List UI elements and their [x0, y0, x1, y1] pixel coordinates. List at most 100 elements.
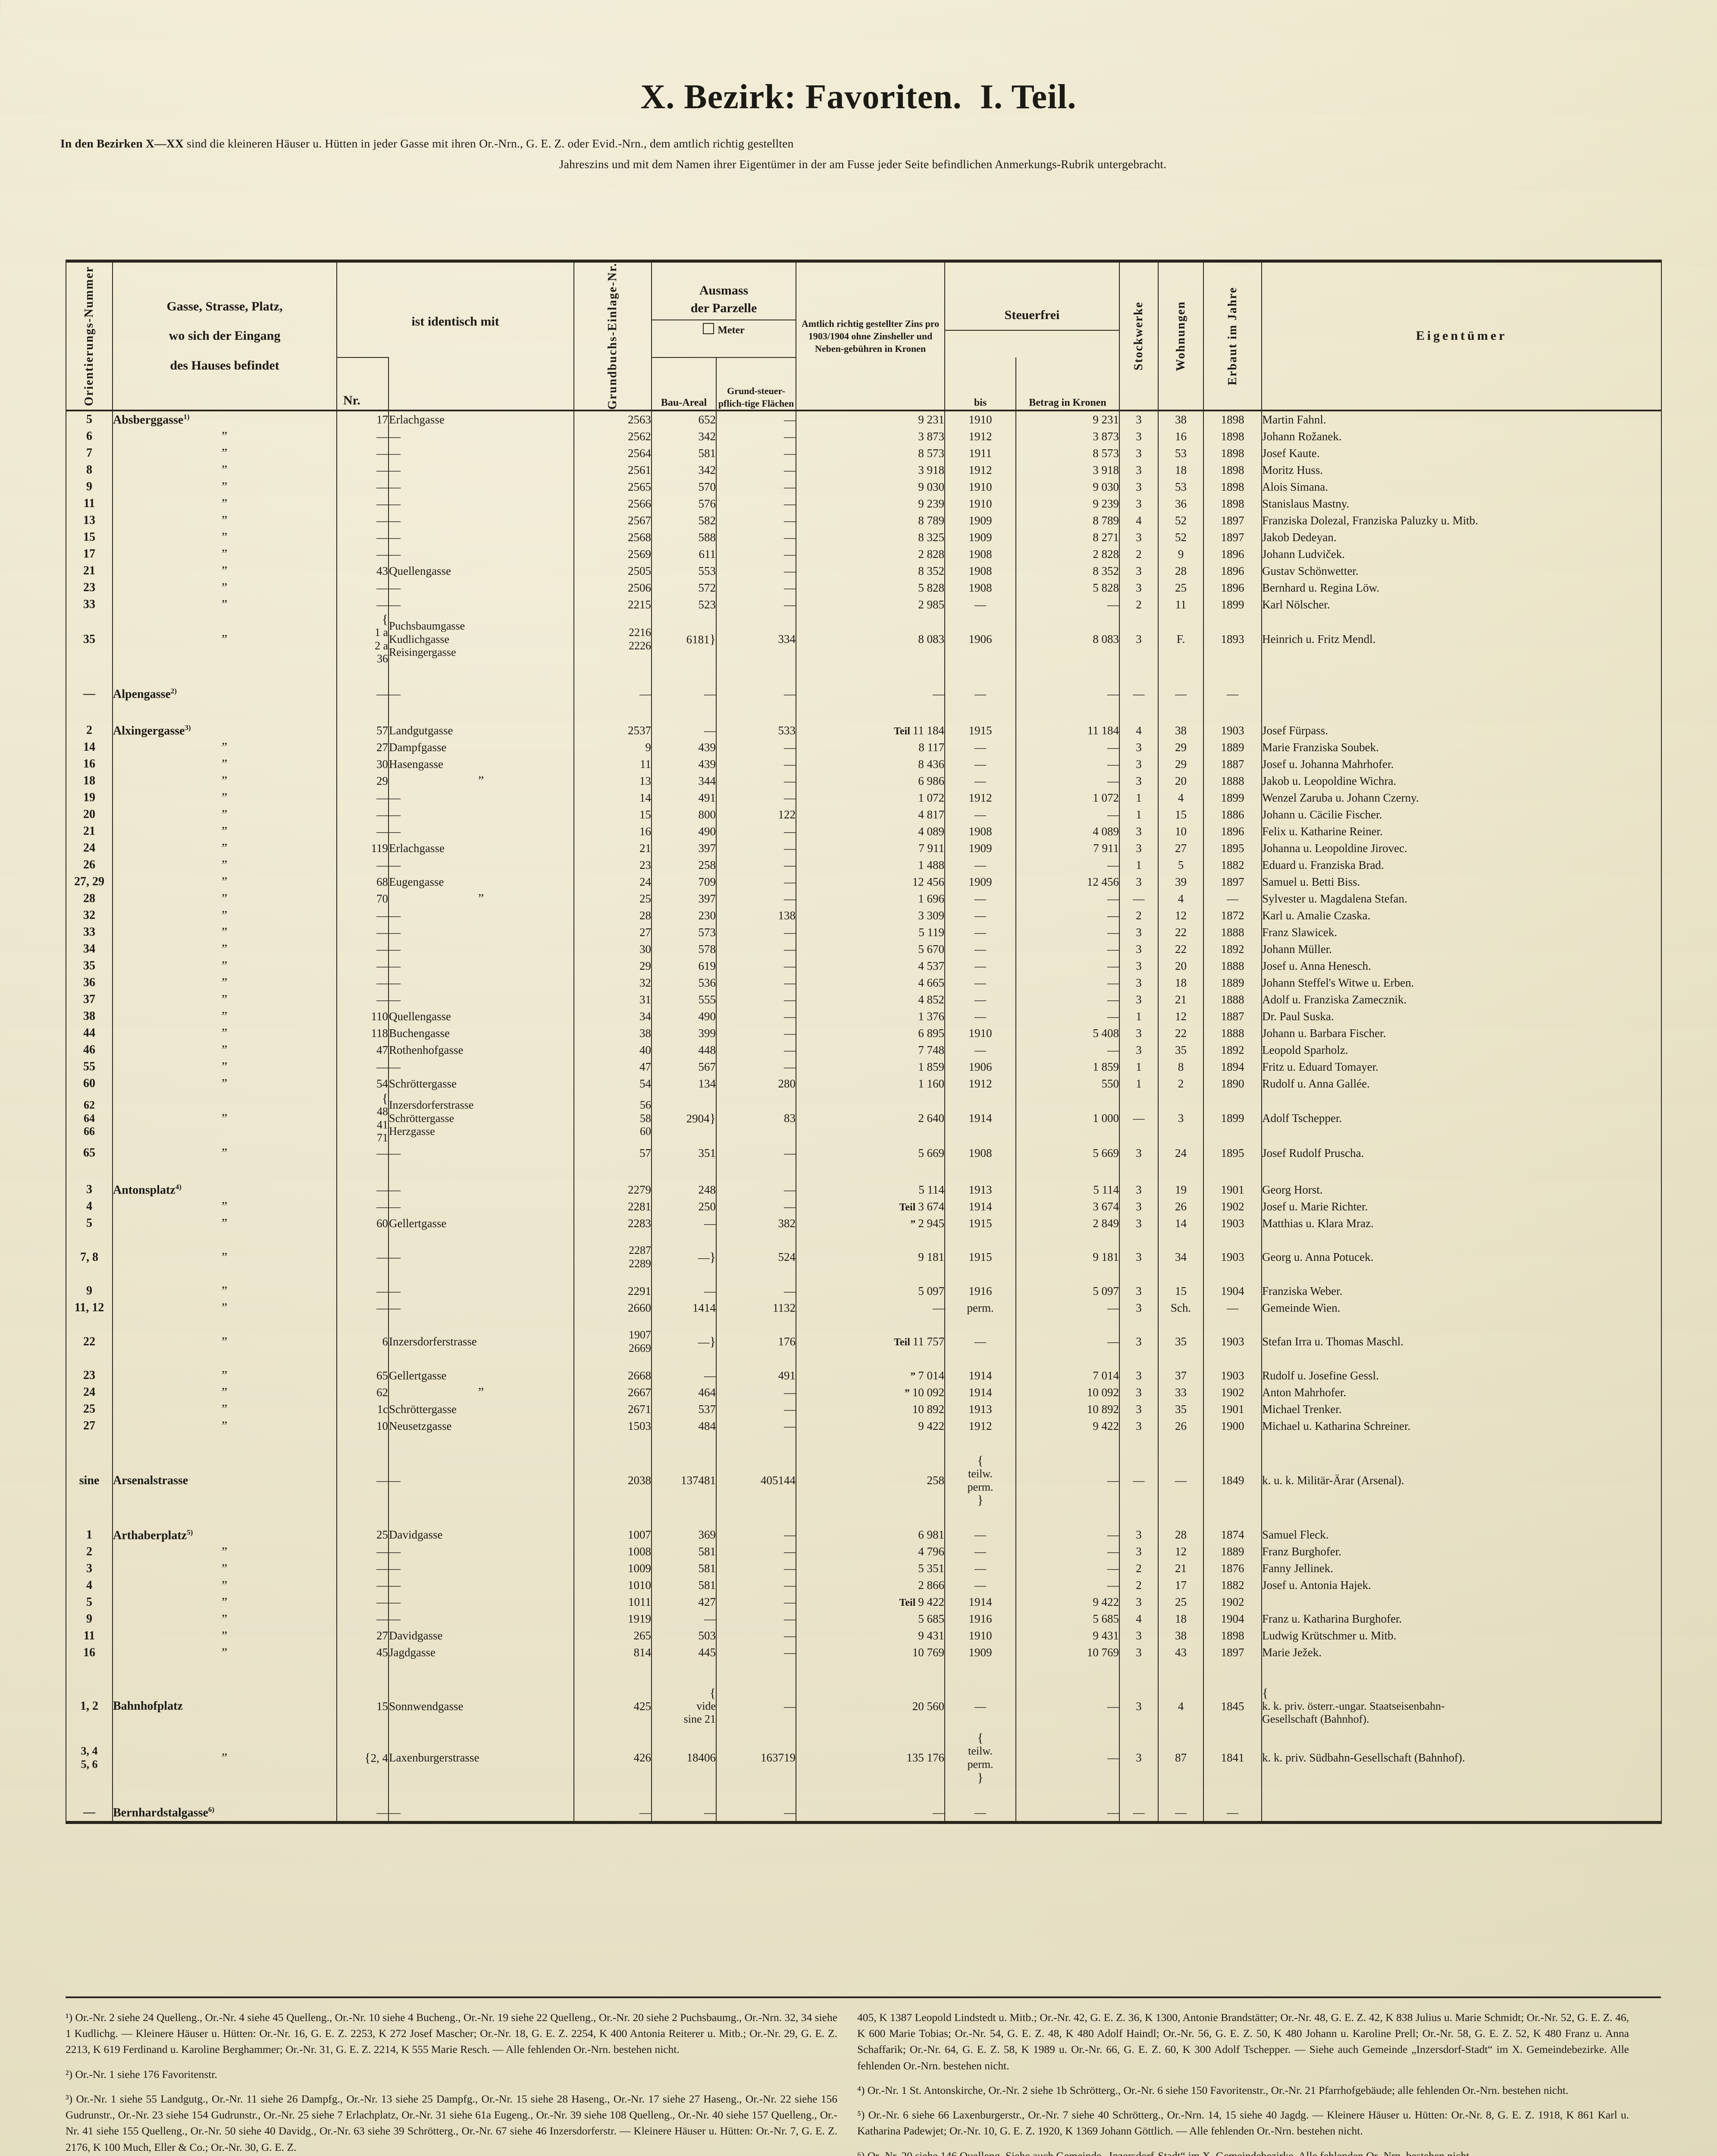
- cell-amtlich-zins: Teil 11 757: [796, 1316, 945, 1367]
- cell-identisch-nr: —: [336, 1282, 389, 1300]
- cell-eigentuemer: Georg u. Anna Potucek.: [1261, 1232, 1662, 1283]
- cell-identisch-nr: —: [336, 991, 389, 1008]
- table-row: — Bernhardstalgasse6) — — — — — — — — — — —: [66, 1804, 1662, 1823]
- cell-identisch-street: —: [388, 1058, 574, 1075]
- cell-grundbuchs-einlage-nr: 1009: [573, 1560, 652, 1577]
- cell-eigentuemer: Adolf u. Franziska Zamecznik.: [1261, 991, 1662, 1008]
- spacer-cell: [796, 1434, 945, 1454]
- cell-eigentuemer: [1261, 1594, 1662, 1611]
- spacer-cell: [796, 1661, 945, 1681]
- cell-grundbuchs-einlage-nr: 2038: [573, 1454, 652, 1507]
- cell-stockwerke: 3: [1119, 840, 1159, 857]
- cell-wohnungen: 20: [1158, 772, 1204, 790]
- cell-street-name: ”: [112, 445, 337, 462]
- cell-street-name: ”: [112, 613, 337, 666]
- table-row: 13” — —2567 582—8 789 1909 8 789 4 52 1897 Franzi…: [66, 512, 1662, 529]
- cell-steuerfrei-bis: 1910: [944, 478, 1016, 495]
- cell-identisch-nr: —: [336, 1144, 389, 1162]
- spacer-cell: [944, 1784, 1016, 1804]
- cell-eigentuemer: Georg Horst.: [1261, 1181, 1662, 1198]
- cell-amtlich-zins: 10 769: [796, 1644, 945, 1661]
- cell-grundbuchs-einlage-nr: 2291: [573, 1282, 652, 1300]
- spacer-cell: [651, 665, 717, 686]
- cell-steuerfrei-betrag: 1 859: [1015, 1058, 1120, 1075]
- cell-stockwerke: 3: [1119, 1594, 1159, 1611]
- cell-wohnungen: 35: [1158, 1041, 1204, 1059]
- cell-grundbuchs-einlage-nr: 425: [573, 1681, 652, 1732]
- cell-stockwerke: 1: [1119, 856, 1159, 874]
- cell-street-name: ”: [112, 1144, 337, 1162]
- cell-grundsteuerpflichtige-flaechen: —: [716, 1384, 796, 1401]
- cell-bau-areal: {vide sine 21: [651, 1681, 717, 1732]
- cell-grundsteuerpflichtige-flaechen: —: [716, 940, 796, 958]
- cell-amtlich-zins: 9 231: [796, 410, 945, 428]
- cell-steuerfrei-bis: 1908: [944, 823, 1016, 840]
- cell-bau-areal: 576: [651, 495, 717, 512]
- cell-grundsteuerpflichtige-flaechen: —: [716, 1577, 796, 1594]
- cell-orientierungsnummer: 55: [66, 1058, 113, 1075]
- cell-steuerfrei-bis: 1913: [944, 1401, 1016, 1418]
- cell-bau-areal: 342: [651, 428, 717, 445]
- col-header-grundbuchs-einlage-nr: Grundbuchs-Einlage-Nr.: [573, 261, 652, 411]
- cell-stockwerke: 1: [1119, 1075, 1159, 1092]
- cell-erbaut-im-jahre: 1902: [1203, 1198, 1263, 1215]
- page-title: X. Bezirk: Favoriten. I. Teil.: [0, 0, 1717, 117]
- spacer-cell: [716, 665, 796, 686]
- spacer-cell: [112, 1661, 337, 1681]
- cell-erbaut-im-jahre: 1886: [1203, 806, 1263, 823]
- cell-erbaut-im-jahre: 1896: [1203, 823, 1263, 840]
- cell-erbaut-im-jahre: 1841: [1203, 1732, 1263, 1784]
- cell-steuerfrei-bis: —: [944, 1526, 1016, 1544]
- cell-identisch-street: Hasengasse: [388, 755, 574, 773]
- cell-grundbuchs-einlage-nr: 25: [573, 890, 652, 907]
- cell-erbaut-im-jahre: 1889: [1203, 974, 1263, 991]
- cell-street-name: ”: [112, 1058, 337, 1075]
- cell-identisch-street: —: [388, 1577, 574, 1594]
- cell-identisch-nr: —: [336, 940, 389, 958]
- cell-orientierungsnummer: 9: [66, 1282, 113, 1300]
- cell-identisch-nr: —: [336, 1543, 389, 1561]
- ausmass-line-2: der Parzelle: [690, 301, 757, 315]
- cell-steuerfrei-betrag: 9 422: [1015, 1594, 1120, 1611]
- cell-stockwerke: 3: [1119, 1417, 1159, 1435]
- cell-steuerfrei-bis: —: [944, 1804, 1016, 1823]
- cell-identisch-street: —: [388, 1144, 574, 1162]
- spacer-cell: [1203, 702, 1263, 722]
- cell-identisch-street: —: [388, 1454, 574, 1507]
- cell-bau-areal: 439: [651, 739, 717, 756]
- cell-wohnungen: —: [1158, 1804, 1204, 1823]
- cell-erbaut-im-jahre: 1893: [1203, 613, 1263, 666]
- cell-wohnungen: 18: [1158, 1611, 1204, 1628]
- cell-grundbuchs-einlage-nr: 1010: [573, 1577, 652, 1594]
- cell-identisch-street: —: [388, 478, 574, 495]
- table-row: 4” — —1010 581—2 866— —2 17 1882 Josef u. Anton…: [66, 1577, 1662, 1594]
- cell-orientierungsnummer: 34: [66, 940, 113, 958]
- cell-bau-areal: —: [651, 722, 717, 739]
- cell-erbaut-im-jahre: 1899: [1203, 1092, 1263, 1145]
- cell-street-name: Alxingergasse3): [112, 722, 337, 739]
- cell-orientierungsnummer: 2: [66, 722, 113, 739]
- cell-eigentuemer: k. k. priv. Südbahn-Gesellschaft (Bahnho…: [1261, 1732, 1662, 1784]
- cell-street-name: ”: [112, 1316, 337, 1367]
- cell-identisch-street: Quellengasse: [388, 1008, 574, 1025]
- footnote-right-1: 405, K 1387 Leopold Lindstedt u. Mitb.; …: [857, 2011, 1629, 2072]
- cell-amtlich-zins: 5 114: [796, 1181, 945, 1198]
- cell-grundsteuerpflichtige-flaechen: —: [716, 410, 796, 428]
- cell-wohnungen: 52: [1158, 529, 1204, 546]
- table-row: 2 Alxingergasse3) 57 Landgutgasse 2537—533 Te…: [66, 722, 1662, 739]
- cell-bau-areal: 581: [651, 1543, 717, 1561]
- cell-grundbuchs-einlage-nr: 1011: [573, 1594, 652, 1611]
- cell-steuerfrei-betrag: —: [1015, 856, 1120, 874]
- cell-orientierungsnummer: 14: [66, 739, 113, 756]
- cell-grundsteuerpflichtige-flaechen: —: [716, 1282, 796, 1300]
- ausmass-line-1: Ausmass: [699, 283, 749, 298]
- cell-bau-areal: 578: [651, 940, 717, 958]
- spacer-cell: [944, 1661, 1016, 1681]
- table-row: 26” — —23 258—1 488— —1 5 1882 Eduard u. Franzi…: [66, 856, 1662, 874]
- cell-eigentuemer: Jakob u. Leopoldine Wichra.: [1261, 772, 1662, 790]
- cell-street-name: ”: [112, 907, 337, 924]
- cell-identisch-street: —: [388, 428, 574, 445]
- cell-identisch-nr: 27: [336, 1627, 389, 1645]
- cell-stockwerke: 3: [1119, 1732, 1159, 1784]
